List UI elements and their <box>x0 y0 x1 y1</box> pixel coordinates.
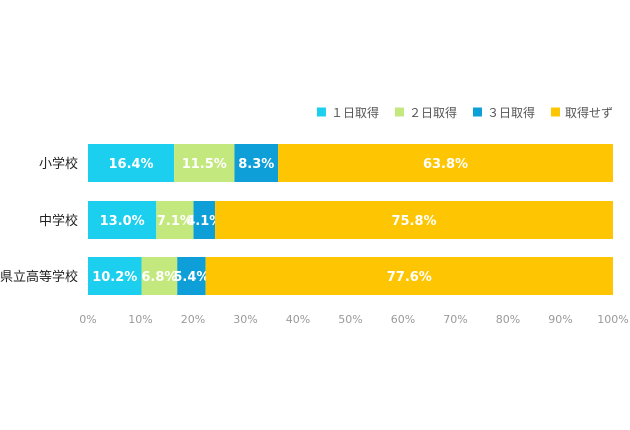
bar-segment <box>88 257 142 295</box>
legend-swatch <box>550 107 560 117</box>
tick-label: 80% <box>496 313 520 326</box>
data-label: 77.6% <box>387 270 432 285</box>
bar-segment <box>193 201 216 239</box>
bar-segment <box>205 257 613 295</box>
data-label: 7.1% <box>157 214 193 229</box>
data-label: 6.8% <box>141 270 177 285</box>
tick-label: 10% <box>128 313 152 326</box>
legend-label: 取得せず <box>565 105 613 120</box>
tick-label: 0% <box>79 313 96 326</box>
data-label: 5.4% <box>173 270 209 285</box>
legend-label: ３日取得 <box>487 105 535 120</box>
bar-segment <box>88 144 175 182</box>
data-label: 63.8% <box>423 157 468 172</box>
data-label: 13.0% <box>100 214 145 229</box>
legend-swatch <box>316 107 326 117</box>
bar-segment <box>278 144 613 182</box>
data-label: 8.3% <box>238 157 274 172</box>
bar-segment <box>234 144 279 182</box>
bars: 16.4% 11.5% 8.3% 63.8% 13.0% 7.1%4.1% 75.8% 10.… <box>88 144 614 295</box>
data-label: 75.8% <box>391 214 436 229</box>
data-label: 10.2% <box>92 270 137 285</box>
bar-segment <box>88 201 157 239</box>
category-label: 中学校 <box>39 213 78 229</box>
bar-segment <box>215 201 614 239</box>
legend-label: １日取得 <box>331 105 379 120</box>
legend-swatch <box>472 107 482 117</box>
tick-label: 90% <box>548 313 572 326</box>
bar-segment <box>141 257 178 295</box>
data-label: 11.5% <box>182 157 227 172</box>
value-axis: 0% 10% 20% 30% 40% 50% 60% 70% 80% 90% 100% <box>79 313 628 326</box>
tick-label: 20% <box>181 313 205 326</box>
data-label: 16.4% <box>108 157 153 172</box>
tick-label: 70% <box>443 313 467 326</box>
tick-label: 100% <box>597 313 628 326</box>
category-label: 県立高等学校 <box>0 269 78 285</box>
category-label: 小学校 <box>39 156 78 172</box>
legend: １日取得 ２日取得 ３日取得 取得せず <box>316 105 613 120</box>
tick-label: 30% <box>233 313 257 326</box>
data-label: 4.1% <box>186 214 222 229</box>
bar-segment <box>156 201 194 239</box>
tick-label: 40% <box>286 313 310 326</box>
bar-segment <box>174 144 235 182</box>
tick-label: 50% <box>338 313 362 326</box>
legend-swatch <box>394 107 404 117</box>
tick-label: 60% <box>391 313 415 326</box>
bar-segment <box>177 257 206 295</box>
legend-label: ２日取得 <box>409 105 457 120</box>
